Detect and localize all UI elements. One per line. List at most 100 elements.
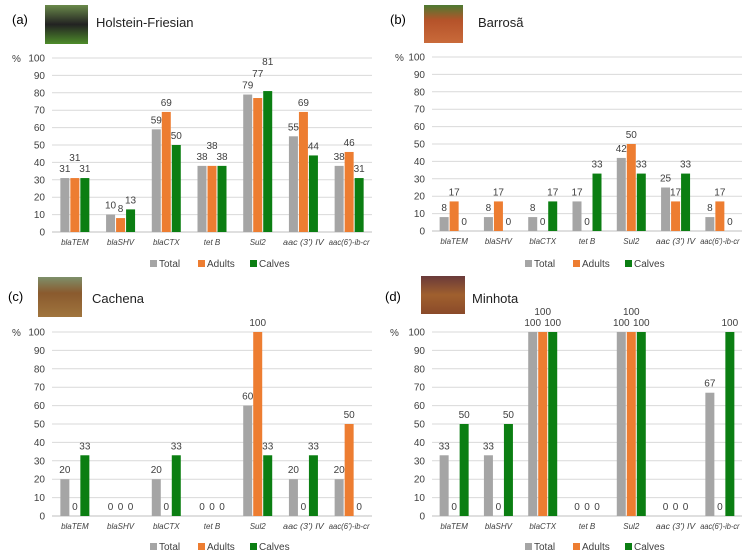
y-tick-label: 30 — [34, 175, 46, 186]
legend-label: Total — [159, 259, 180, 270]
y-axis-label: % — [12, 328, 21, 339]
data-label: 0 — [594, 502, 600, 513]
bar-adults — [70, 178, 80, 232]
chart-panel-1: (b) Barrosã%0102030405060708090100blaTEM8… — [390, 5, 742, 270]
bar-total — [705, 217, 715, 231]
legend-swatch-total — [150, 260, 157, 267]
data-label: 33 — [591, 160, 603, 171]
data-label: 60 — [242, 392, 254, 403]
data-label: 33 — [262, 441, 274, 452]
y-tick-label: 50 — [34, 141, 46, 152]
x-tick-label: aac (3') IV — [283, 522, 324, 531]
data-label: 17 — [714, 187, 726, 198]
data-label: 10 — [105, 201, 117, 212]
data-label: 31 — [354, 164, 366, 175]
data-label: 100 — [633, 318, 650, 329]
x-tick-label: aac (3') IV — [656, 237, 696, 246]
bar-total — [572, 201, 582, 231]
y-tick-label: 50 — [34, 420, 46, 431]
bar-total — [439, 455, 449, 516]
data-label: 44 — [308, 141, 320, 152]
bar-total — [705, 392, 715, 516]
legend-label: Total — [534, 542, 555, 553]
bar-total — [334, 479, 344, 516]
bar-adults — [538, 332, 548, 516]
bar-adults — [449, 201, 459, 231]
bar-total — [661, 187, 671, 231]
data-label: 42 — [616, 144, 628, 155]
bar-calves — [171, 455, 181, 516]
data-label: 0 — [128, 502, 134, 513]
data-label: 0 — [574, 502, 580, 513]
data-label: 17 — [670, 187, 682, 198]
x-tick-label: aac(6')-ib-cr — [700, 237, 740, 246]
y-tick-label: 100 — [28, 54, 45, 65]
legend-swatch-total — [525, 260, 532, 267]
bar-total — [151, 479, 161, 516]
data-label: 33 — [680, 160, 692, 171]
bar-calves — [354, 178, 364, 232]
bar-total — [483, 455, 493, 516]
x-tick-label: Sul2 — [250, 522, 267, 531]
bar-calves — [548, 332, 558, 516]
data-label: 69 — [161, 98, 173, 109]
chart-title: Cachena — [92, 291, 145, 306]
data-label: 17 — [571, 187, 583, 198]
bar-total — [151, 129, 161, 232]
y-tick-label: 90 — [34, 346, 46, 357]
x-tick-label: aac(6')-ib-cr — [700, 522, 740, 531]
data-label: 0 — [301, 502, 307, 513]
data-label: 50 — [171, 131, 183, 142]
data-label: 8 — [707, 203, 713, 214]
data-label: 38 — [196, 152, 208, 163]
y-tick-label: 80 — [34, 364, 46, 375]
legend-swatch-adults — [573, 543, 580, 550]
data-label: 38 — [334, 152, 346, 163]
data-label: 33 — [636, 160, 648, 171]
data-label: 33 — [308, 441, 320, 452]
data-label: 38 — [206, 141, 218, 152]
data-label: 100 — [613, 318, 630, 329]
y-tick-label: 80 — [414, 87, 426, 98]
data-label: 13 — [125, 195, 137, 206]
y-tick-label: 40 — [414, 438, 426, 449]
legend-label: Adults — [207, 542, 235, 553]
legend-swatch-calves — [250, 543, 257, 550]
data-label: 0 — [451, 502, 457, 513]
y-tick-label: 70 — [414, 105, 426, 116]
data-label: 8 — [530, 203, 536, 214]
data-label: 0 — [219, 502, 225, 513]
bar-calves — [548, 201, 558, 231]
chart-title: Minhota — [472, 291, 519, 306]
data-label: 8 — [441, 203, 447, 214]
y-tick-label: 10 — [34, 493, 46, 504]
data-label: 100 — [534, 307, 551, 318]
bar-calves — [263, 91, 273, 232]
legend-label: Adults — [582, 259, 610, 270]
breed-photo — [38, 277, 82, 317]
bar-adults — [207, 165, 217, 232]
data-label: 8 — [118, 204, 124, 215]
y-tick-label: 100 — [408, 53, 425, 64]
bar-adults — [253, 98, 263, 233]
y-tick-label: 20 — [34, 475, 46, 486]
y-tick-label: 90 — [414, 346, 426, 357]
y-tick-label: 70 — [414, 383, 426, 394]
bar-adults — [116, 218, 126, 232]
bar-total — [528, 217, 538, 231]
bar-total — [60, 178, 70, 232]
data-label: 81 — [262, 57, 274, 68]
data-label: 100 — [524, 318, 541, 329]
data-label: 25 — [660, 174, 672, 185]
y-tick-label: 10 — [414, 209, 426, 220]
data-label: 46 — [344, 138, 356, 149]
bar-total — [243, 405, 253, 516]
data-label: 33 — [171, 441, 183, 452]
data-label: 55 — [288, 122, 300, 133]
data-label: 50 — [503, 410, 515, 421]
bar-calves — [503, 424, 513, 516]
legend-label: Total — [534, 259, 555, 270]
y-tick-label: 0 — [419, 227, 425, 238]
